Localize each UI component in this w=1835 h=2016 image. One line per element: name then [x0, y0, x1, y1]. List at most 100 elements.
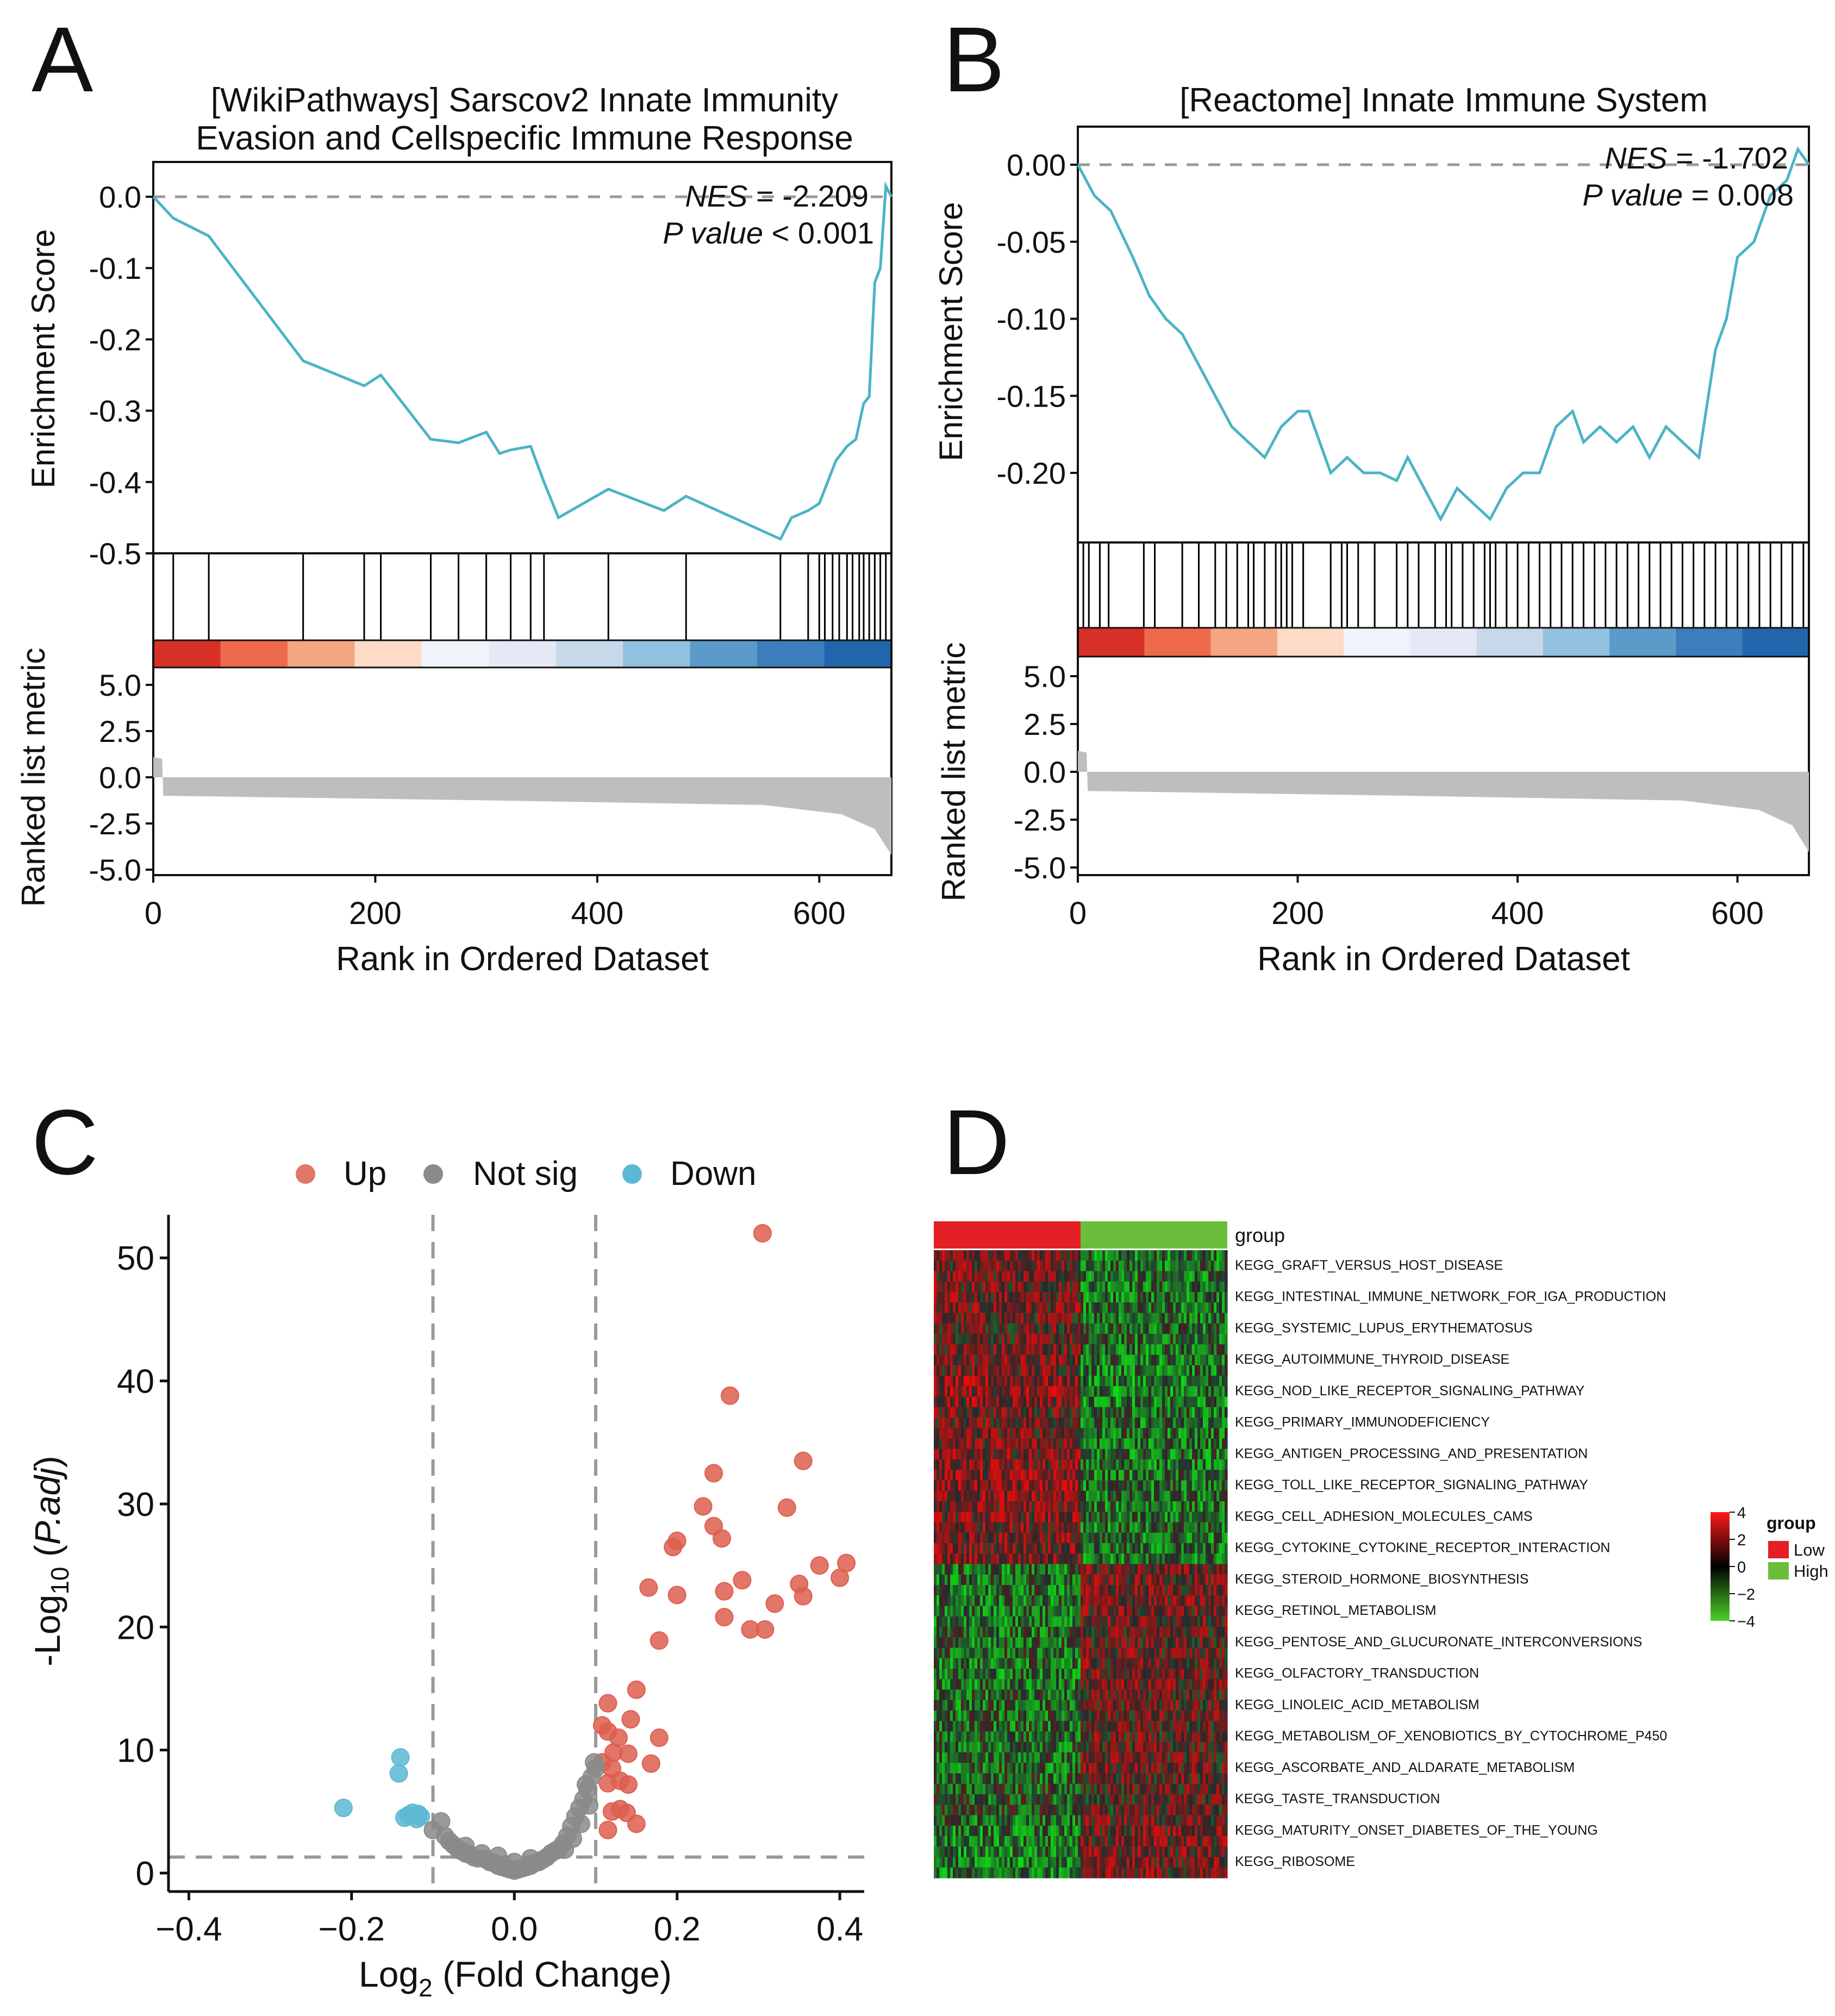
heatmap-cell: [1007, 1418, 1010, 1428]
heatmap-cell: [977, 1658, 981, 1669]
heatmap-cell: [1059, 1260, 1062, 1272]
heatmap-cell: [947, 1501, 951, 1512]
heatmap-cell: [1173, 1271, 1176, 1282]
heatmap-cell: [991, 1637, 994, 1649]
heatmap-cell: [1116, 1355, 1119, 1366]
heatmap-cell: [1094, 1658, 1097, 1669]
heatmap-cell: [1023, 1606, 1027, 1617]
heatmap-cell: [1029, 1407, 1032, 1418]
heatmap-cell: [1026, 1532, 1029, 1544]
heatmap-cell: [934, 1313, 937, 1324]
heatmap-cell: [988, 1490, 991, 1502]
heatmap-cell: [1121, 1553, 1125, 1565]
heatmap-cell: [1200, 1407, 1203, 1418]
heatmap-cell: [1200, 1250, 1203, 1261]
heatmap-cell: [1040, 1271, 1043, 1282]
heatmap-cell: [1013, 1480, 1016, 1491]
panel-a-title-line1: [WikiPathways] Sarscov2 Innate Immunity: [211, 82, 838, 119]
heatmap-cell: [1216, 1627, 1220, 1638]
heatmap-cell: [1192, 1428, 1195, 1439]
heatmap-cell: [1138, 1585, 1141, 1596]
heatmap-cell: [1216, 1292, 1220, 1303]
volcano-point-up: [650, 1728, 669, 1747]
heatmap-cell: [1094, 1470, 1097, 1481]
heatmap-cell: [1105, 1428, 1108, 1439]
heatmap-cell: [1018, 1292, 1021, 1303]
heatmap-cell: [1029, 1595, 1032, 1607]
heatmap-cell: [1097, 1407, 1100, 1418]
heatmap-cell: [937, 1512, 940, 1523]
heatmap-cell: [969, 1386, 972, 1397]
heatmap-cell: [1211, 1459, 1214, 1470]
heatmap-cell: [1072, 1302, 1076, 1314]
heatmap-cell: [1043, 1689, 1046, 1701]
heatmap-cell: [1040, 1386, 1043, 1397]
heatmap-cell: [1056, 1627, 1059, 1638]
heatmap-cell: [945, 1376, 948, 1387]
heatmap-cell: [964, 1271, 967, 1282]
heatmap-cell: [1051, 1386, 1054, 1397]
heatmap-cell: [1219, 1344, 1222, 1356]
heatmap-cell: [1053, 1647, 1057, 1659]
heatmap-cell: [1162, 1396, 1165, 1408]
heatmap-cell: [1189, 1669, 1193, 1680]
heatmap-cell: [1208, 1376, 1212, 1387]
heatmap-cell: [1021, 1512, 1024, 1523]
heatmap-cell: [1021, 1386, 1024, 1397]
heatmap-cell: [1002, 1669, 1005, 1680]
heatmap-cell: [1034, 1627, 1038, 1638]
heatmap-cell: [1135, 1292, 1138, 1303]
heatmap-cell: [1121, 1669, 1125, 1680]
heatmap-cell: [977, 1313, 981, 1324]
heatmap-cell: [947, 1543, 951, 1554]
heatmap-cell: [1168, 1595, 1171, 1607]
heatmap-cell: [1189, 1553, 1193, 1565]
heatmap-cell: [985, 1490, 989, 1502]
volcano-point-up: [777, 1498, 796, 1517]
heatmap-cell: [961, 1595, 964, 1607]
heatmap-cell: [1064, 1250, 1068, 1261]
heatmap-cell: [1100, 1313, 1103, 1324]
heatmap-cell: [1121, 1428, 1125, 1439]
heatmap-cell: [1140, 1501, 1144, 1512]
heatmap-cell: [1018, 1564, 1021, 1575]
heatmap-cell: [961, 1271, 964, 1282]
heatmap-cell: [1124, 1344, 1127, 1356]
heatmap-cell: [1222, 1574, 1225, 1586]
heatmap-cell: [994, 1438, 997, 1450]
heatmap-cell: [1151, 1553, 1154, 1565]
heatmap-cell: [1121, 1334, 1125, 1345]
heatmap-cell: [1062, 1637, 1065, 1649]
heatmap-cell: [991, 1355, 994, 1366]
heatmap-cell: [980, 1376, 983, 1387]
heatmap-cell: [937, 1271, 940, 1282]
heatmap-cell: [972, 1271, 975, 1282]
heatmap-cell: [1173, 1438, 1176, 1450]
heatmap-cell: [1072, 1438, 1076, 1450]
heatmap-cell: [1029, 1585, 1032, 1596]
heatmap-cell: [1157, 1355, 1160, 1366]
heatmap-cell: [956, 1459, 959, 1470]
heatmap-cell: [1178, 1271, 1182, 1282]
heatmap-cell: [1110, 1334, 1114, 1345]
heatmap-cell: [1013, 1490, 1016, 1502]
heatmap-cell: [1037, 1271, 1040, 1282]
heatmap-cell: [1081, 1595, 1084, 1607]
heatmap-cell: [1048, 1344, 1051, 1356]
heatmap-cell: [1222, 1553, 1225, 1565]
heatmap-cell: [985, 1627, 989, 1638]
heatmap-cell: [1173, 1512, 1176, 1523]
heatmap-cell: [1007, 1365, 1010, 1376]
heatmap-cell: [1075, 1669, 1078, 1680]
heatmap-cell: [953, 1386, 956, 1397]
heatmap-cell: [1222, 1292, 1225, 1303]
heatmap-cell: [1146, 1512, 1149, 1523]
heatmap-cell: [1211, 1418, 1214, 1428]
heatmap-cell: [953, 1647, 956, 1659]
heatmap-cell: [1132, 1490, 1135, 1502]
heatmap-cell: [1040, 1334, 1043, 1345]
heatmap-cell: [975, 1428, 978, 1439]
heatmap-cell: [1197, 1281, 1201, 1293]
heatmap-cell: [1048, 1669, 1051, 1680]
heatmap-cell: [953, 1689, 956, 1701]
